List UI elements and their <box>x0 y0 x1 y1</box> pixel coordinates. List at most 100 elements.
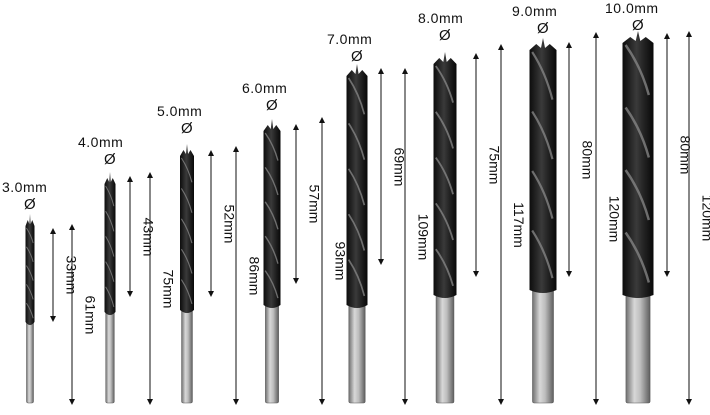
bit-7-spiral-4 <box>531 229 554 279</box>
bit-8-total-arrow-head-top <box>686 31 692 37</box>
bit-5-total-length: 109mm <box>414 213 431 260</box>
bit-5-flute-length: 69mm <box>390 147 407 186</box>
bit-1-total-length: 61mm <box>81 295 98 334</box>
bit-6-flute-length: 75mm <box>485 145 502 185</box>
bit-6-spiral-2 <box>435 111 454 149</box>
bit-8-flute-arrow-head-bottom <box>664 271 670 277</box>
bit-7-total-arrow-head-bottom <box>593 399 599 405</box>
bit-4-spiral-2 <box>264 167 279 196</box>
bit-6-total-length: 117mm <box>510 201 527 248</box>
bit-4-flute-arrow-head-bottom <box>293 278 299 284</box>
bit-2-spiral-2 <box>105 210 115 232</box>
bit-7-diameter-symbol: Ø <box>537 20 549 37</box>
bit-4-total-arrow-head-bottom <box>319 399 325 405</box>
bit-8-spiral-1 <box>624 44 651 96</box>
bit-5-spiral-3 <box>347 168 366 206</box>
bit-8-size-label: 10.0mm <box>605 0 659 16</box>
bit-6-total-arrow-head-top <box>498 44 504 50</box>
bit-3-spiral-4 <box>180 248 193 274</box>
bit-7-shank <box>532 287 554 404</box>
bit-2-total-length: 75mm <box>159 269 176 308</box>
bit-7-flute-arrow-head-bottom <box>566 271 572 277</box>
bit-7-size-label: 9.0mm <box>512 3 558 19</box>
bit-1-spiral-5 <box>25 302 34 319</box>
bit-1-diameter-symbol: Ø <box>24 196 36 213</box>
bit-7-flute-length: 80mm <box>578 140 595 179</box>
bit-4-shank <box>265 302 279 404</box>
bit-2-diameter-symbol: Ø <box>104 151 116 168</box>
bit-2-size-label: 4.0mm <box>78 134 124 150</box>
bit-1-flute-arrow-head-top <box>50 228 56 234</box>
bit-8-spiral-3 <box>624 169 651 221</box>
bit-3-total-length: 86mm <box>245 256 262 295</box>
bit-7-flute <box>529 38 557 293</box>
bit-3-flute-length: 52mm <box>220 204 237 243</box>
bit-6-diameter-symbol: Ø <box>439 27 451 44</box>
bit-8-flute-arrow-head-top <box>664 33 670 39</box>
bit-3-spiral-3 <box>180 218 193 244</box>
bit-4-total-length: 93mm <box>331 241 348 281</box>
bit-4-spiral-5 <box>264 270 279 299</box>
bit-4-spiral-1 <box>264 132 279 161</box>
bit-2-spiral-3 <box>105 236 115 257</box>
bit-8-diameter-symbol: Ø <box>632 17 644 34</box>
bit-2-flute-length: 43mm <box>139 217 156 256</box>
bit-5-shank <box>348 302 366 404</box>
bit-8-total-length: 120mm <box>698 194 710 242</box>
bit-1-flute-length: 33mm <box>62 255 79 295</box>
bit-5-spiral-4 <box>347 213 366 251</box>
bit-7-flute-arrow-head-top <box>566 42 572 48</box>
bit-7-spiral-3 <box>531 170 554 219</box>
bit-1-size-label: 3.0mm <box>2 179 48 195</box>
bit-5-spiral-2 <box>347 122 366 160</box>
bit-2-spiral-5 <box>105 286 115 308</box>
bit-5-total-arrow-head-top <box>402 68 408 74</box>
bit-5-spiral-5 <box>347 259 366 297</box>
bit-3-spiral-1 <box>180 157 193 183</box>
bit-3-size-label: 5.0mm <box>157 103 203 119</box>
bit-1-spiral-4 <box>25 284 34 300</box>
bit-4-spiral-3 <box>264 201 279 230</box>
bit-4-size-label: 6.0mm <box>242 80 288 96</box>
bit-1-total-arrow-head-bottom <box>69 399 75 405</box>
bit-6-shank <box>435 292 455 404</box>
bit-6-flute-arrow-head-bottom <box>473 271 479 277</box>
bit-8-spiral-4 <box>624 231 651 283</box>
bit-5-size-label: 7.0mm <box>327 31 373 47</box>
bit-4-spiral-4 <box>264 235 279 264</box>
bit-4-flute-arrow-head-top <box>293 124 299 130</box>
bit-1-flute <box>25 214 35 325</box>
bit-6-total-arrow-head-bottom <box>498 399 504 405</box>
bit-1-spiral-2 <box>25 246 34 262</box>
bit-5-flute-arrow-head-top <box>378 68 384 74</box>
bit-8-flute <box>622 31 654 298</box>
bit-5-total-arrow-head-bottom <box>402 399 408 405</box>
bit-4-diameter-symbol: Ø <box>266 97 278 114</box>
bit-3-shank <box>181 307 193 404</box>
bit-8-spiral-2 <box>624 106 651 158</box>
bit-2-flute-arrow-head-bottom <box>127 291 133 297</box>
bit-6-size-label: 8.0mm <box>418 10 464 26</box>
bit-7-total-arrow-head-top <box>593 32 599 38</box>
bit-6-flute-arrow-head-top <box>473 53 479 59</box>
bit-2-spiral-4 <box>105 261 115 282</box>
bit-8-flute-length: 80mm <box>676 135 693 175</box>
bit-1-spiral-1 <box>25 227 34 244</box>
bit-8-total-arrow-head-bottom <box>686 399 692 405</box>
bit-8-shank <box>625 292 651 404</box>
bit-2-total-arrow-head-bottom <box>147 399 153 405</box>
bit-7-total-length: 120mm <box>605 195 622 242</box>
bit-1-total-arrow-head-top <box>69 224 75 230</box>
bit-5-flute-arrow-head-bottom <box>378 259 384 265</box>
bit-5-spiral-1 <box>347 77 366 115</box>
bit-3-spiral-2 <box>180 188 193 213</box>
bit-6-spiral-1 <box>435 65 454 103</box>
bit-2-spiral-1 <box>105 185 115 207</box>
bit-1-shank <box>26 319 34 404</box>
bit-2-total-arrow-head-top <box>147 172 153 178</box>
bit-6-spiral-3 <box>435 157 454 195</box>
bit-3-diameter-symbol: Ø <box>181 120 193 137</box>
bit-7-spiral-2 <box>531 110 554 160</box>
bit-2-flute-arrow-head-top <box>127 176 133 182</box>
